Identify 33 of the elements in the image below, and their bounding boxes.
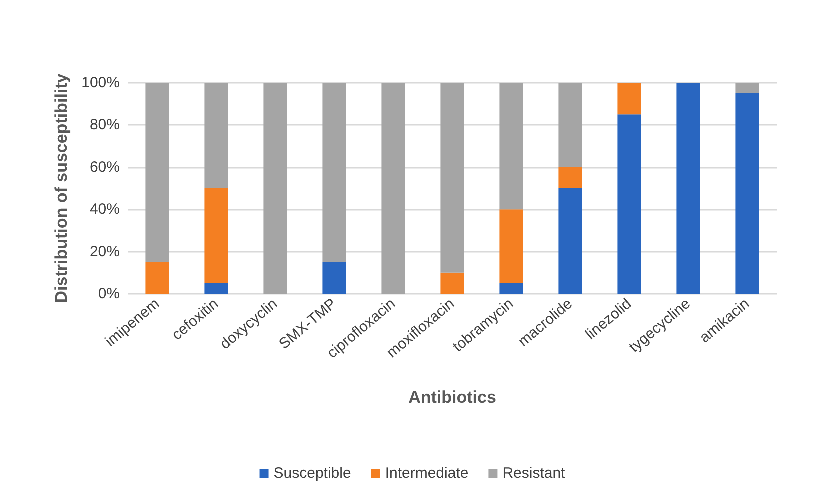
y-tick-label: 20% [90,243,120,260]
bar [736,83,760,94]
y-tick-label: 80% [90,116,120,134]
bar [736,94,760,294]
bar [440,83,464,273]
y-tick-label: 60% [90,158,120,176]
bar [146,262,170,294]
bar [382,83,406,294]
bar [558,188,582,294]
y-tick-label: 0% [98,286,120,302]
bar [204,188,228,284]
bar [500,283,524,294]
bar [264,83,288,294]
bar [618,114,642,294]
legend-label: Susceptible [274,465,352,482]
bar [558,167,582,188]
bar [500,83,524,210]
bar [322,83,346,262]
x-axis-title: Antibiotics [408,388,496,407]
bar [322,262,346,294]
bar [146,83,170,262]
bar [676,83,700,294]
bar [500,210,524,284]
y-tick-label: 100% [82,74,120,92]
bar [204,83,228,188]
y-axis-title: Distribution of susceptibility [52,73,71,304]
legend-label: Resistant [502,465,566,482]
bar [618,83,642,115]
bar [204,283,228,294]
legend-label: Intermediate [385,465,469,482]
y-tick-label: 40% [90,201,120,218]
bar [558,83,582,168]
bar [440,272,464,294]
